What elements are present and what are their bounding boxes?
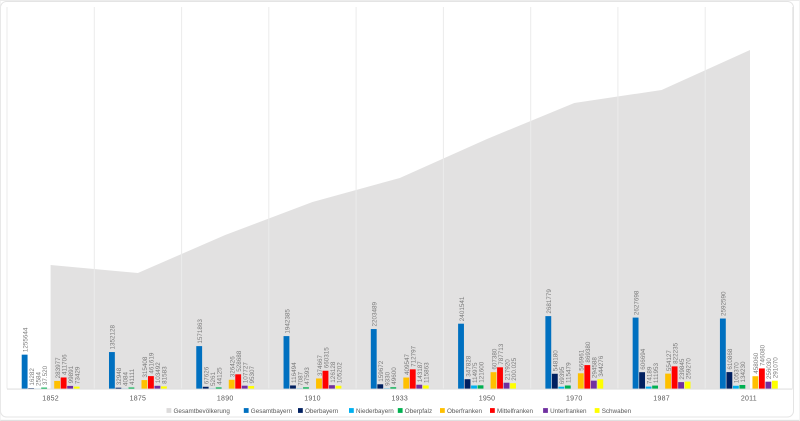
svg-text:200.025: 200.025: [511, 357, 518, 380]
svg-text:81583: 81583: [162, 366, 169, 384]
svg-text:111953: 111953: [653, 362, 660, 383]
svg-text:115863: 115863: [424, 362, 431, 383]
svg-text:121600: 121600: [478, 361, 485, 383]
svg-text:822235: 822235: [672, 342, 679, 364]
svg-text:Schwaben: Schwaben: [602, 408, 632, 415]
svg-text:Niederbayern: Niederbayern: [356, 408, 394, 415]
svg-text:Oberpfalz: Oberpfalz: [405, 408, 432, 415]
svg-text:607380: 607380: [491, 348, 498, 370]
svg-text:1950: 1950: [479, 396, 496, 403]
svg-text:2203489: 2203489: [372, 302, 379, 327]
svg-text:5261: 5261: [210, 371, 217, 386]
svg-text:1352128: 1352128: [110, 325, 117, 350]
svg-text:283977: 283977: [55, 357, 62, 379]
svg-text:239845: 239845: [679, 358, 686, 380]
svg-text:409547: 409547: [404, 354, 411, 376]
svg-text:787713: 787713: [498, 343, 505, 365]
svg-text:1910: 1910: [304, 396, 321, 403]
svg-text:73429: 73429: [74, 366, 81, 384]
svg-text:1942385: 1942385: [284, 309, 291, 334]
svg-text:2627698: 2627698: [633, 290, 640, 315]
svg-text:44125: 44125: [216, 367, 223, 385]
svg-text:411706: 411706: [61, 354, 68, 375]
svg-text:2011: 2011: [741, 396, 757, 403]
svg-text:105202: 105202: [336, 362, 343, 384]
svg-text:1875: 1875: [130, 396, 147, 403]
svg-text:114975: 114975: [472, 362, 479, 383]
svg-text:115479: 115479: [566, 362, 573, 383]
svg-text:159672: 159672: [378, 360, 385, 382]
svg-text:143187: 143187: [417, 361, 424, 383]
svg-text:294588: 294588: [592, 357, 599, 379]
svg-text:548180: 548180: [553, 350, 560, 372]
svg-text:116494: 116494: [291, 362, 298, 383]
svg-text:Mittelfranken: Mittelfranken: [497, 408, 534, 415]
svg-text:7087: 7087: [297, 371, 304, 386]
svg-text:69395: 69395: [559, 366, 566, 384]
svg-text:256030: 256030: [766, 358, 773, 380]
svg-text:217920: 217920: [504, 359, 511, 381]
svg-text:566961: 566961: [579, 349, 586, 371]
svg-text:344276: 344276: [598, 355, 605, 377]
svg-text:712797: 712797: [411, 345, 418, 367]
svg-text:1571863: 1571863: [197, 319, 204, 344]
svg-text:47593: 47593: [304, 367, 311, 385]
svg-text:134230: 134230: [740, 361, 747, 383]
svg-text:291070: 291070: [773, 357, 780, 379]
svg-text:1852: 1852: [42, 396, 59, 403]
svg-text:1933: 1933: [392, 396, 409, 403]
svg-text:259270: 259270: [685, 358, 692, 380]
svg-text:746080: 746080: [760, 344, 767, 366]
svg-text:107727: 107727: [242, 362, 249, 384]
svg-text:2401541: 2401541: [459, 296, 466, 321]
svg-text:374667: 374667: [317, 354, 324, 376]
svg-text:41111: 41111: [129, 368, 136, 385]
svg-text:37.520: 37.520: [42, 365, 49, 385]
svg-text:Gesamtbevölkerung: Gesamtbevölkerung: [174, 408, 231, 415]
svg-text:1255644: 1255644: [22, 327, 29, 352]
svg-text:9330: 9330: [385, 371, 392, 386]
svg-text:95307: 95307: [249, 366, 256, 384]
svg-text:99891: 99891: [68, 365, 75, 383]
svg-text:126128: 126128: [330, 361, 337, 383]
svg-text:315408: 315408: [142, 356, 149, 378]
svg-text:Gesamtbayern: Gesamtbayern: [251, 408, 293, 415]
svg-text:2584: 2584: [35, 372, 42, 387]
svg-text:554127: 554127: [666, 350, 673, 372]
svg-text:326426: 326426: [229, 356, 236, 378]
svg-text:49600: 49600: [391, 367, 398, 385]
svg-text:Oberbayern: Oberbayern: [305, 408, 339, 415]
svg-text:74189: 74189: [646, 366, 653, 384]
svg-text:458060: 458060: [753, 352, 760, 374]
svg-text:1890: 1890: [217, 396, 234, 403]
svg-text:16282: 16282: [29, 368, 36, 386]
svg-text:606694: 606694: [640, 348, 647, 370]
svg-text:1987: 1987: [653, 396, 670, 403]
svg-text:347828: 347828: [465, 355, 472, 377]
svg-text:105370: 105370: [734, 362, 741, 384]
svg-text:Unterfranken: Unterfranken: [550, 408, 587, 415]
svg-text:Oberfranken: Oberfranken: [447, 408, 482, 415]
svg-text:2592590: 2592590: [721, 291, 728, 316]
svg-text:1970: 1970: [566, 396, 583, 403]
svg-text:660315: 660315: [323, 347, 330, 369]
svg-text:528688: 528688: [236, 350, 243, 372]
svg-text:2681779: 2681779: [546, 289, 553, 314]
svg-text:869380: 869380: [585, 341, 592, 363]
svg-text:103492: 103492: [155, 362, 162, 384]
svg-text:32948: 32948: [116, 367, 123, 385]
svg-text:461619: 461619: [149, 352, 156, 374]
svg-text:610868: 610868: [727, 348, 734, 370]
svg-text:4084: 4084: [123, 371, 130, 386]
svg-text:67626: 67626: [203, 366, 210, 384]
